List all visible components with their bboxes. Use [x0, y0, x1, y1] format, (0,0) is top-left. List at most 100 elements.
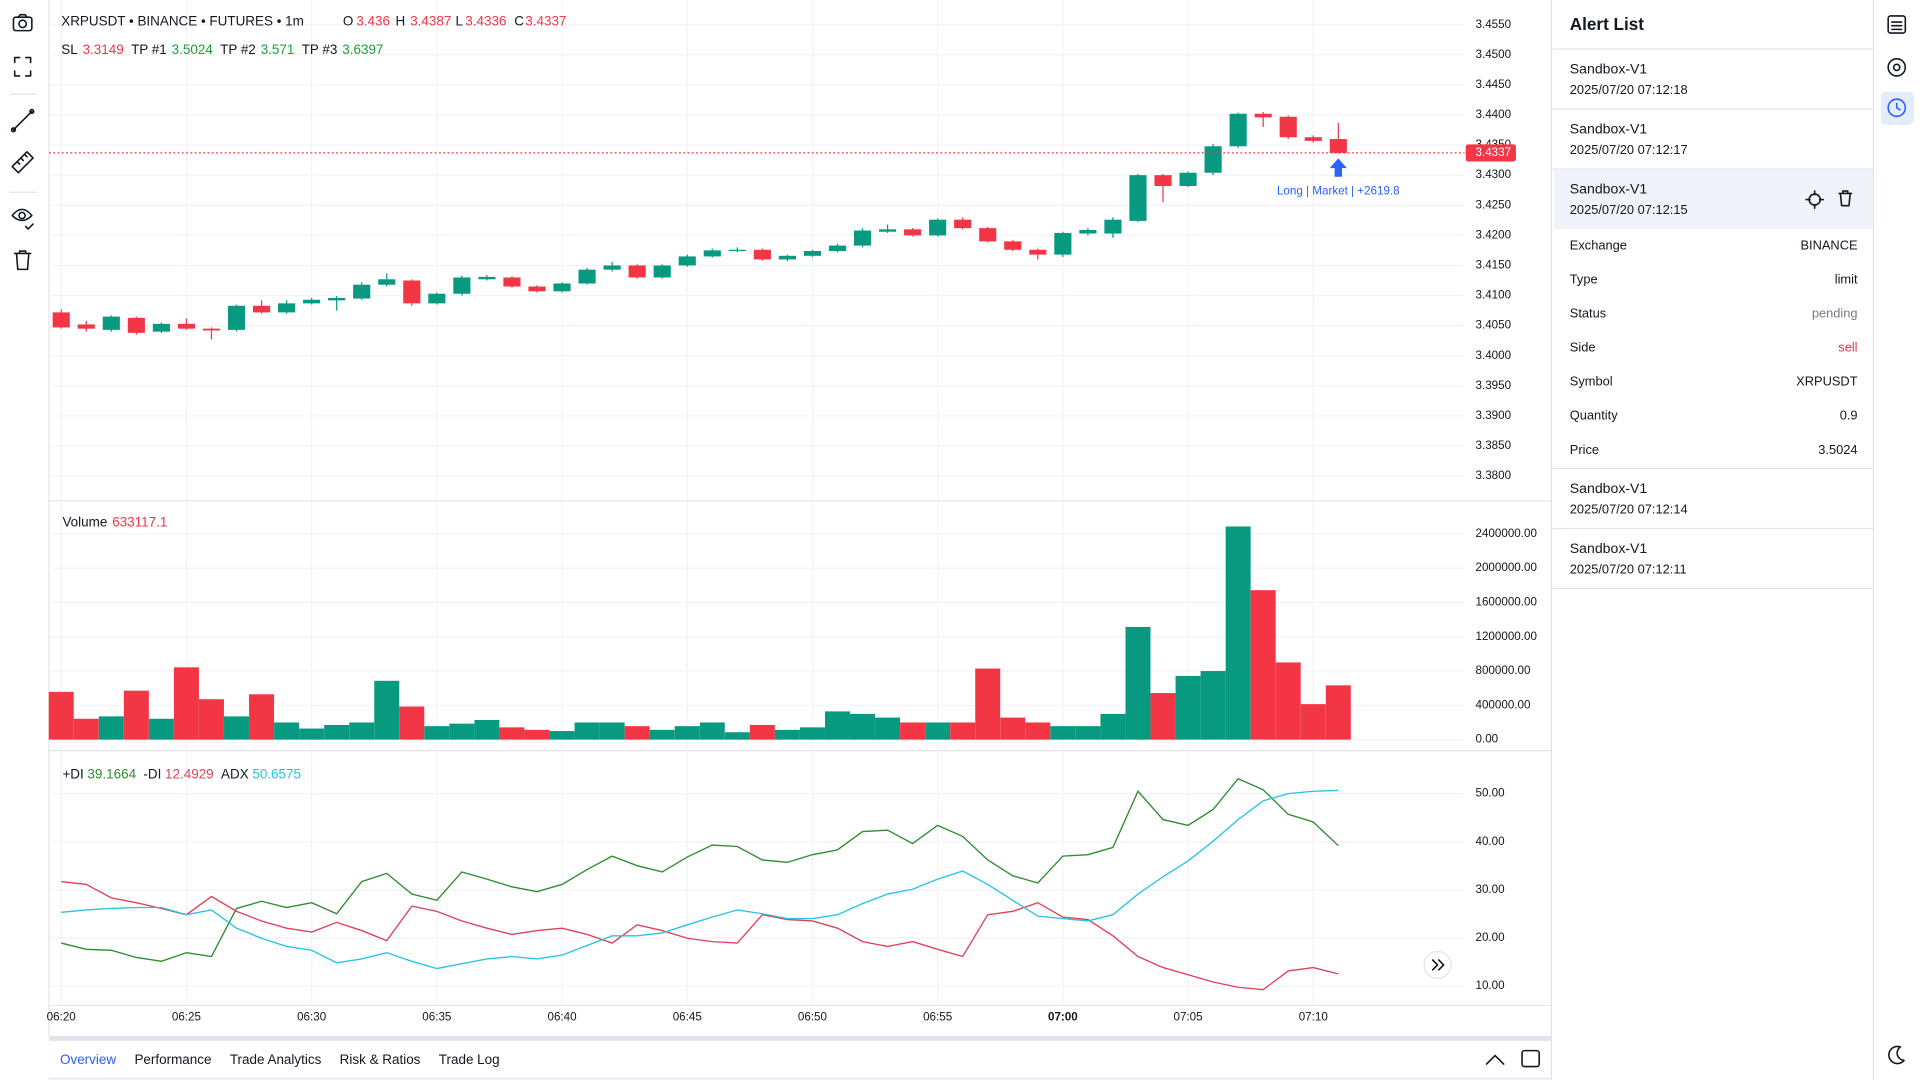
- candle-body: [1229, 113, 1247, 147]
- volume-bar: [649, 729, 675, 740]
- y-tick-label: 3.3800: [1476, 469, 1512, 482]
- legend-value: 39.1664: [87, 767, 136, 782]
- candle-body: [328, 297, 346, 301]
- detail-label: Exchange: [1570, 238, 1627, 253]
- ohlc-value: 3.4336: [465, 14, 506, 29]
- volume-bar: [1225, 526, 1251, 740]
- candle-body: [303, 299, 321, 304]
- delete-alert-button[interactable]: [1838, 190, 1853, 207]
- level-name: TP #2: [220, 42, 256, 57]
- detail-label: Quantity: [1570, 408, 1618, 423]
- alert-panel: Alert List Sandbox-V1 2025/07/20 07:12:18 S…: [1552, 14, 1874, 590]
- candle-body: [828, 245, 847, 251]
- candle-body: [453, 277, 471, 294]
- trendline-button[interactable]: [10, 108, 35, 133]
- volume-bar: [399, 706, 425, 740]
- volume-bar: [148, 718, 174, 740]
- panel-divider: [48, 1035, 1552, 1041]
- locate-alert-button[interactable]: [1805, 190, 1825, 209]
- delete-button[interactable]: [13, 250, 32, 271]
- candle-body: [904, 229, 922, 236]
- volume-legend: Volume: [62, 514, 107, 529]
- volume-bar: [424, 726, 450, 740]
- tab[interactable]: Trade Log: [439, 1052, 500, 1067]
- candle-body: [1029, 249, 1047, 255]
- screenshot-button[interactable]: [12, 13, 33, 32]
- volume-bar: [975, 668, 1001, 740]
- alert-time: 2025/07/20 07:12:14: [1570, 502, 1688, 517]
- candle-body: [1329, 139, 1347, 153]
- volume-bar: [850, 713, 876, 740]
- candle-body: [653, 265, 671, 278]
- candle-body: [778, 255, 796, 260]
- volume-bar: [249, 694, 275, 740]
- ohlc-label: H: [396, 14, 406, 29]
- volume-bar: [574, 722, 600, 740]
- ruler-button[interactable]: [11, 151, 34, 174]
- legend-name: ADX: [221, 767, 249, 782]
- alert-name: Sandbox-V1: [1570, 121, 1648, 137]
- candle-body: [879, 229, 897, 232]
- candle-body: [853, 230, 872, 246]
- watchlist-button[interactable]: [1887, 15, 1907, 34]
- candle-body: [177, 323, 195, 329]
- y-tick-label: 1200000.00: [1476, 630, 1538, 643]
- volume-bar: [1025, 722, 1051, 740]
- level-name: TP #3: [302, 42, 338, 57]
- y-tick-label: 3.4000: [1476, 349, 1512, 362]
- volume-bar: [799, 727, 825, 740]
- ohlc-value: 3.436: [356, 14, 390, 29]
- candle-body: [929, 219, 947, 236]
- y-tick-label: 3.4500: [1476, 48, 1512, 61]
- y-tick-label: 3.4300: [1476, 168, 1512, 181]
- y-tick-label: 10.00: [1476, 979, 1506, 992]
- volume-bar: [900, 722, 926, 740]
- candle-body: [1004, 241, 1022, 250]
- alert-item-highlight: [1553, 168, 1874, 229]
- volume-bar: [474, 719, 500, 740]
- detail-value: limit: [1835, 272, 1858, 287]
- tab[interactable]: Performance: [134, 1052, 211, 1067]
- detail-label: Status: [1570, 306, 1606, 321]
- level-name: SL: [61, 42, 78, 57]
- y-tick-label: 40.00: [1476, 835, 1506, 848]
- y-tick-label: 50.00: [1476, 787, 1506, 800]
- volume-bar: [774, 729, 800, 740]
- y-tick-label: 3.4150: [1476, 259, 1512, 272]
- candle-body: [252, 305, 271, 313]
- detail-label: Price: [1570, 442, 1599, 457]
- theme-button[interactable]: [1888, 1045, 1905, 1065]
- detail-value: XRPUSDT: [1796, 374, 1858, 389]
- volume-bar: [224, 716, 249, 740]
- visibility-button[interactable]: [11, 208, 34, 230]
- settings-button[interactable]: [1887, 57, 1907, 77]
- ohlc-label: C: [514, 14, 524, 29]
- ohlc-value: 3.4337: [525, 14, 566, 29]
- volume-bar: [198, 699, 224, 740]
- candle-body: [503, 277, 521, 287]
- candle-body: [378, 279, 396, 285]
- detail-label: Symbol: [1570, 374, 1613, 389]
- tab[interactable]: Risk & Ratios: [340, 1052, 421, 1067]
- candle-body: [528, 286, 546, 292]
- y-tick-label: 0.00: [1476, 733, 1499, 746]
- x-tick-label: 06:30: [297, 1011, 327, 1024]
- tab[interactable]: Trade Analytics: [230, 1052, 322, 1067]
- right-toolbar: [1872, 0, 1914, 1080]
- maximize-button[interactable]: [1521, 1049, 1540, 1068]
- level-name: TP #1: [131, 42, 167, 57]
- current-price-box: [1465, 144, 1516, 162]
- level-value: 3.5024: [172, 42, 214, 57]
- volume-bar: [123, 690, 149, 740]
- volume-bar: [499, 727, 525, 740]
- collapse-button[interactable]: [1485, 1054, 1505, 1065]
- volume-bar: [73, 718, 99, 740]
- x-tick-label: 07:05: [1174, 1011, 1203, 1024]
- candle-body: [278, 303, 296, 313]
- scroll-to-end-button[interactable]: [1423, 950, 1452, 979]
- alerts-button[interactable]: [1880, 91, 1914, 125]
- tab[interactable]: Overview: [60, 1052, 116, 1067]
- y-tick-label: 800000.00: [1476, 664, 1531, 677]
- fullscreen-button[interactable]: [13, 56, 32, 77]
- alert-time: 2025/07/20 07:12:15: [1570, 202, 1688, 217]
